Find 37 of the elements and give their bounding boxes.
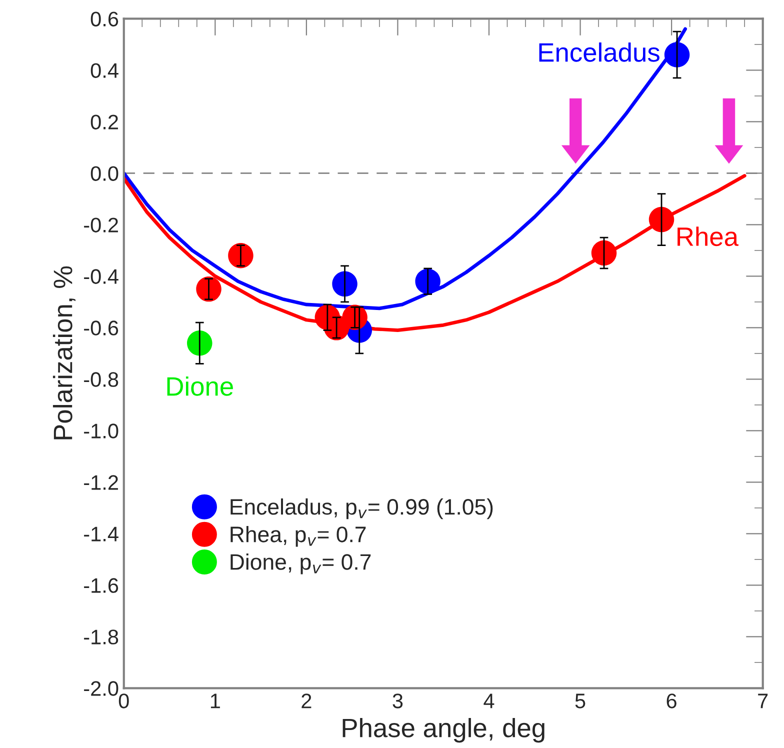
y-tick-label: -0.2 <box>84 218 118 232</box>
y-tick-label: 0.0 <box>90 166 118 181</box>
annotation: Enceladus <box>539 42 660 62</box>
y-tick-label: 0.4 <box>90 63 118 78</box>
point <box>332 271 358 297</box>
y-tick-label: -1.2 <box>84 475 118 490</box>
point <box>591 240 617 266</box>
annotation: Rhea <box>678 226 738 246</box>
x-tick-label: 2 <box>302 694 312 708</box>
legend-label: Rhea, p$_{v}$= 0.7 <box>230 526 366 547</box>
x-tick-label: 6 <box>666 694 676 708</box>
legend-label: Enceladus, p$_{v}$= 0.99 (1.05) <box>230 498 493 520</box>
y-tick-label: -2.0 <box>84 681 118 696</box>
point <box>187 330 212 356</box>
y-tick-label: -0.4 <box>84 269 118 284</box>
y-tick-label: 0.6 <box>90 12 118 26</box>
x-tick-label: 3 <box>392 694 403 708</box>
annotation: Dione <box>167 376 233 396</box>
y-tick-label: -1.6 <box>84 578 118 593</box>
y-tick-label: -1.0 <box>84 424 118 438</box>
line-series <box>124 174 746 332</box>
y-tick-label: -0.8 <box>84 372 118 387</box>
point <box>415 268 440 294</box>
point <box>648 206 674 232</box>
y-tick-label: -0.6 <box>84 320 118 336</box>
x-tick-label: 7 <box>758 694 768 708</box>
x-tick-label: 1 <box>210 694 220 708</box>
y-axis-title: Polarization, % <box>52 266 76 440</box>
legend-label: Dione, p$_{v}$= 0.7 <box>230 554 371 574</box>
point <box>664 42 690 68</box>
y-tick-label: 0.2 <box>90 114 118 130</box>
x-tick-label: 4 <box>484 694 494 708</box>
x-tick-label: 0 <box>118 694 129 708</box>
x-axis-title: Phase angle, deg <box>342 718 544 743</box>
y-tick-label: -1.8 <box>84 630 118 644</box>
y-tick-label: -1.4 <box>84 526 118 542</box>
x-tick-label: 5 <box>575 694 586 708</box>
